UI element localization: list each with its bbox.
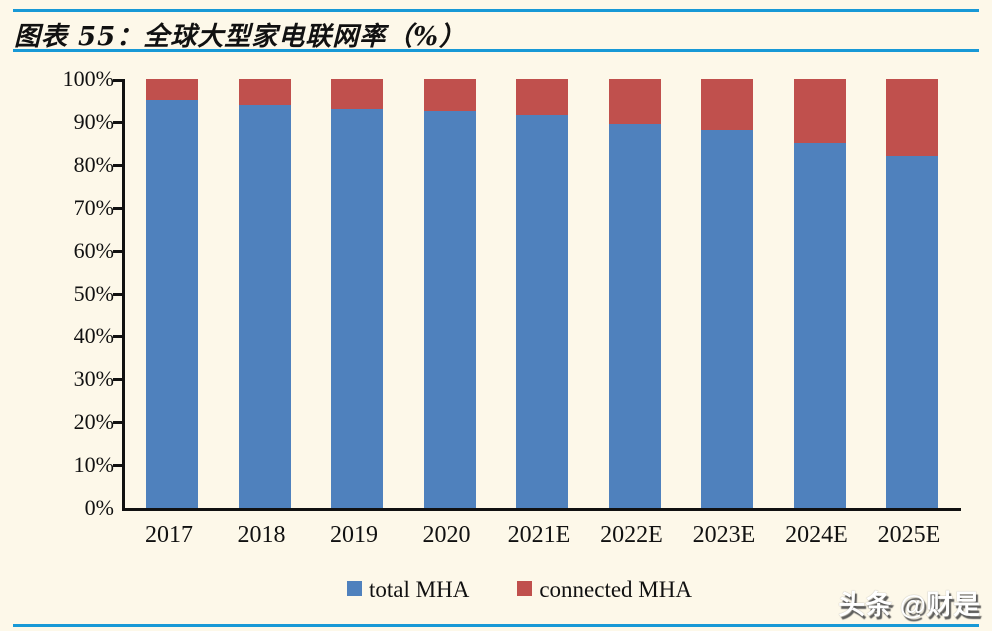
bar-segment-total-mha (423, 111, 476, 508)
bar-segment-connected-mha (701, 79, 753, 131)
bar-segment-total-mha (238, 104, 291, 508)
bar-segment-total-mha (701, 130, 753, 508)
y-tick-label: 60% (73, 237, 114, 263)
bar-segment-connected-mha (146, 79, 198, 101)
x-axis-labels: 2017 2018 2019 2020 2021E 2022E 2023E 2024E 2025… (0, 520, 992, 554)
x-tick-label: 2023E (692, 522, 756, 548)
y-tick-label: 80% (73, 151, 114, 177)
bar-segment-total-mha (886, 156, 938, 508)
y-tick-label: 90% (73, 108, 114, 134)
bar-segment-total-mha (793, 143, 846, 508)
y-tick-mark (113, 378, 122, 382)
x-tick-label: 2024E (785, 522, 848, 548)
bar-segment-total-mha (146, 100, 198, 508)
y-tick-label: 40% (73, 323, 114, 349)
x-tick-label: 2022E (600, 522, 663, 548)
y-tick-mark (113, 464, 122, 468)
bar-segment-total-mha (608, 124, 661, 508)
y-tick-mark (113, 292, 122, 296)
bar-segment-connected-mha (608, 79, 661, 125)
y-tick-mark (113, 120, 122, 124)
plot-area (113, 79, 961, 511)
legend-label-total-mha: total MHA (369, 577, 470, 602)
legend-label-connected-mha: connected MHA (539, 577, 692, 602)
y-tick-label: 20% (73, 409, 114, 435)
y-tick-mark (113, 335, 122, 339)
bar-segment-connected-mha (331, 79, 383, 110)
bar-segment-connected-mha (238, 79, 291, 105)
chart-legend: total MHA connected MHA (347, 577, 692, 603)
bar-2021E (516, 79, 568, 508)
y-tick-mark (113, 206, 122, 210)
bar-2024E (793, 79, 846, 508)
y-tick-mark (113, 79, 122, 82)
bar-2025E (886, 79, 938, 508)
x-tick-label: 2018 (237, 522, 286, 548)
bar-2018 (238, 79, 291, 508)
y-axis-labels: 0% 10% 20% 30% 40% 50% 60% 70% 80% 90% 100% (18, 66, 114, 520)
y-tick-label: 10% (73, 452, 114, 478)
y-tick-mark (113, 421, 122, 425)
x-tick-label: 2017 (145, 522, 193, 548)
x-tick-label: 2021E (507, 522, 571, 548)
legend-item-total-mha: total MHA (347, 577, 469, 603)
header-rule-bottom (13, 49, 979, 52)
y-tick-mark (113, 249, 122, 253)
bar-segment-connected-mha (423, 79, 476, 112)
y-tick-label: 100% (62, 66, 114, 91)
legend-swatch-total-mha-icon (347, 580, 362, 596)
bar-2020 (423, 79, 476, 508)
watermark: 头条 @财是 (838, 590, 980, 620)
footer-rule (13, 624, 979, 627)
bar-segment-connected-mha (793, 79, 846, 144)
bar-2022E (608, 79, 661, 508)
y-tick-label: 50% (73, 280, 114, 306)
page-title: 图表 55：全球大型家电联网率（%） (14, 22, 466, 52)
x-tick-label: 2025E (877, 522, 941, 548)
y-tick-label: 70% (73, 194, 114, 220)
bar-segment-connected-mha (516, 79, 568, 116)
bar-2019 (331, 79, 383, 508)
bar-segment-total-mha (331, 109, 383, 508)
bar-segment-total-mha (516, 115, 568, 508)
x-tick-label: 2019 (330, 522, 378, 548)
y-tick-label: 0% (84, 495, 114, 520)
legend-item-connected-mha: connected MHA (517, 577, 692, 603)
bar-segment-connected-mha (886, 79, 938, 157)
x-tick-label: 2020 (422, 522, 471, 548)
bar-2017 (146, 79, 198, 508)
y-tick-mark (113, 163, 122, 167)
bar-2023E (701, 79, 753, 508)
legend-swatch-connected-mha-icon (517, 580, 533, 596)
y-tick-label: 30% (73, 366, 114, 392)
header-rule-top (13, 9, 979, 12)
